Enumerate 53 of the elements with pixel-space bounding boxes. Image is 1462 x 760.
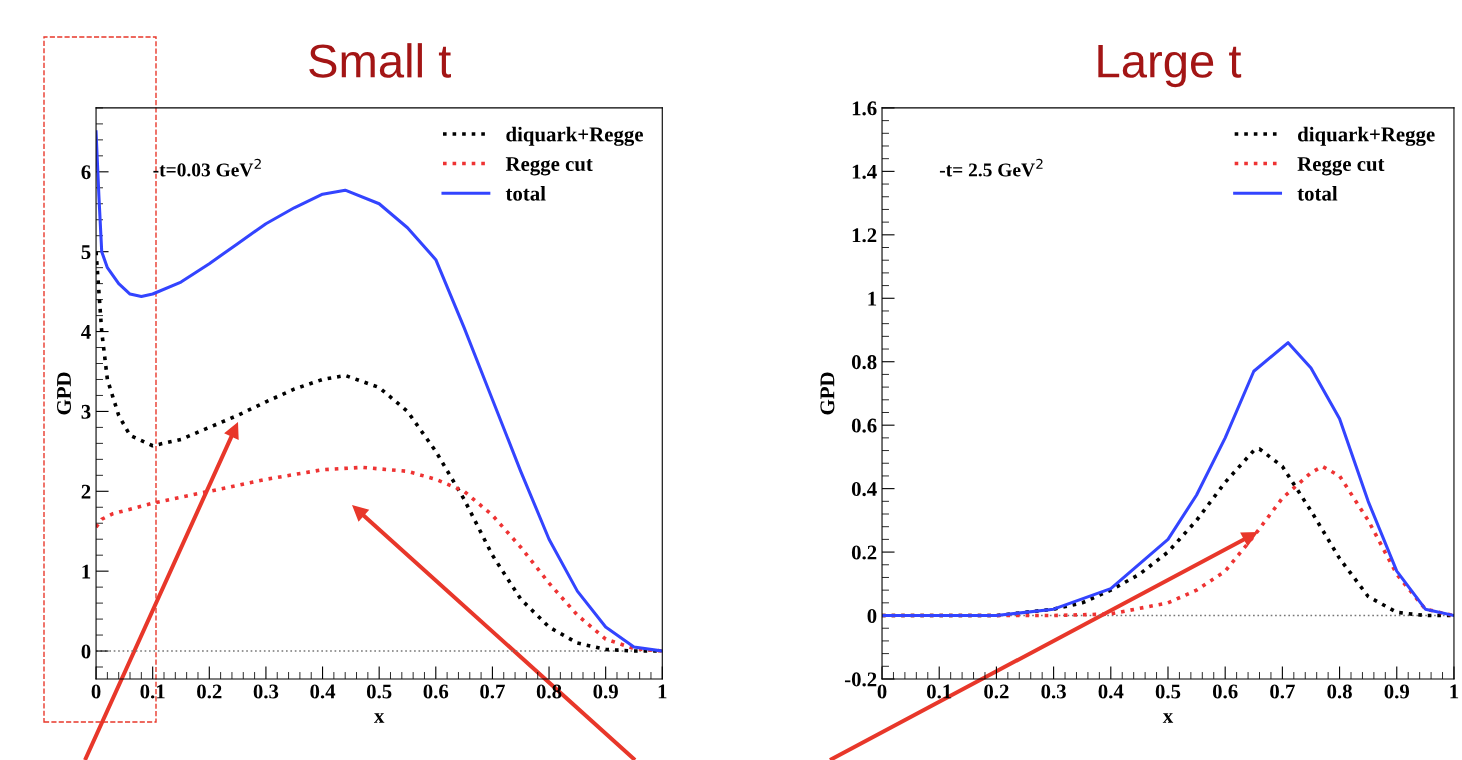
annotation: -t= 2.5 GeV$^{2}$ bbox=[939, 158, 1043, 177]
x-tick-label: 0 bbox=[877, 684, 887, 699]
x-tick-label: 0.8 bbox=[1327, 684, 1352, 699]
x-tick-label: 0.7 bbox=[1270, 684, 1295, 699]
legend-label: Regge cut bbox=[1297, 157, 1385, 176]
x-tick-label: 0.5 bbox=[1155, 684, 1181, 699]
x-tick-label: 0.5 bbox=[366, 684, 392, 699]
x-tick-label: 0.7 bbox=[480, 684, 505, 699]
x-axis-title: x bbox=[1162, 713, 1174, 723]
x-tick-label: 0.2 bbox=[984, 684, 1009, 699]
y-tick-label: 1 bbox=[868, 291, 877, 306]
x-tick-label: 0.2 bbox=[197, 684, 222, 699]
x-tick-label: 0.6 bbox=[1212, 684, 1238, 699]
y-tick-label: 0.8 bbox=[851, 355, 877, 370]
x-tick-label: 0.9 bbox=[1384, 684, 1410, 699]
x-tick-label: 0.3 bbox=[253, 684, 279, 699]
x-tick-label: 0.1 bbox=[926, 684, 952, 699]
x-tick-label: 0.1 bbox=[140, 684, 165, 699]
y-tick-label: 2 bbox=[81, 484, 91, 499]
y-axis-title: GPD bbox=[56, 372, 71, 415]
y-tick-label: 0 bbox=[867, 608, 877, 623]
y-tick-label: 1 bbox=[82, 564, 91, 579]
y-tick-label: -0.2 bbox=[844, 672, 877, 687]
y-tick-label: 0.6 bbox=[851, 418, 877, 433]
y-tick-label: 1.6 bbox=[852, 101, 877, 116]
legend-label: diquark+Regge bbox=[506, 126, 643, 146]
x-tick-label: 1 bbox=[1450, 684, 1459, 699]
x-tick-label: 0.9 bbox=[593, 684, 618, 699]
y-tick-label: 1.4 bbox=[852, 164, 877, 179]
x-tick-label: 0 bbox=[91, 684, 101, 699]
y-tick-label: 0 bbox=[81, 644, 91, 659]
y-tick-label: 6 bbox=[81, 165, 91, 180]
x-tick-label: 0.4 bbox=[1098, 684, 1124, 699]
y-tick-label: 0.4 bbox=[851, 482, 877, 497]
x-tick-label: 1 bbox=[658, 684, 667, 699]
x-tick-label: 0.6 bbox=[423, 684, 449, 699]
legend-label: total bbox=[505, 186, 546, 201]
y-tick-label: 1.2 bbox=[852, 228, 877, 243]
chart-title: Large t bbox=[1098, 44, 1242, 88]
y-tick-label: 4 bbox=[81, 325, 91, 339]
legend-label: total bbox=[1297, 186, 1338, 201]
legend-label: Regge cut bbox=[505, 157, 593, 176]
annotation: -t=0.03 GeV$^{2}$ bbox=[153, 158, 261, 177]
x-axis-title: x bbox=[374, 713, 385, 723]
y-axis-title: GPD bbox=[820, 372, 835, 415]
line-series bbox=[882, 341, 1454, 618]
legend-label: diquark+Regge bbox=[1298, 126, 1435, 146]
x-tick-label: 0.3 bbox=[1041, 684, 1066, 699]
chart-title: Small t bbox=[309, 43, 451, 78]
y-tick-label: 5 bbox=[81, 245, 91, 260]
y-tick-label: 3 bbox=[81, 404, 91, 419]
y-tick-label: 0.2 bbox=[851, 545, 877, 560]
x-tick-label: 0.4 bbox=[310, 684, 336, 699]
